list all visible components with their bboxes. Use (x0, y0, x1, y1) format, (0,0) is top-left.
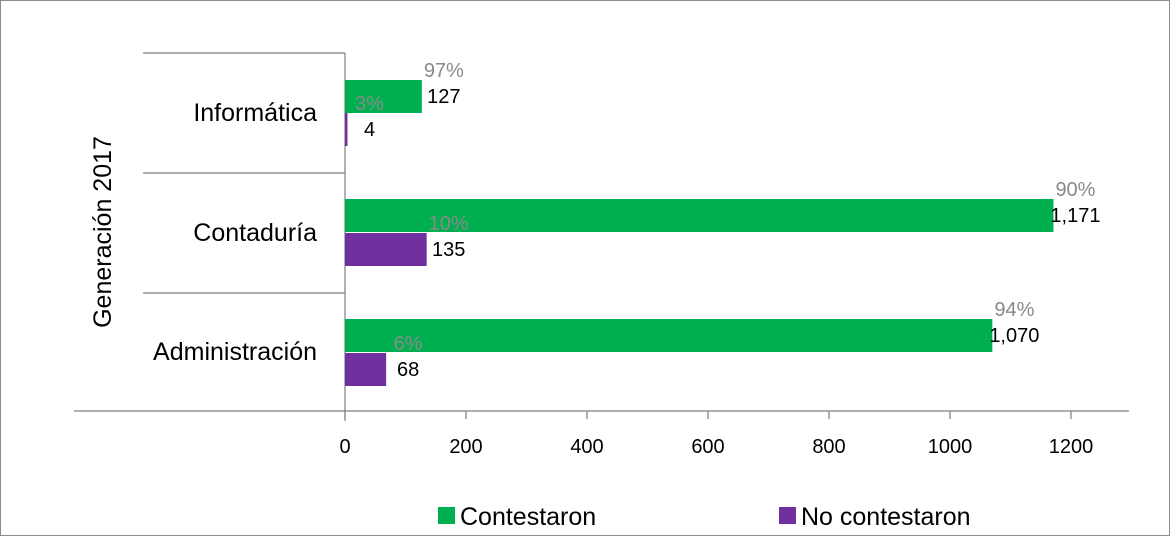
value-label: 4 (364, 119, 375, 141)
x-tick-label: 1000 (928, 436, 973, 458)
labels-layer: 0 200 400 600 800 1000 1200 Generación 2017 Info… (89, 60, 1100, 458)
percent-label: 97% (424, 60, 464, 82)
legend-label: No contestaron (801, 503, 971, 531)
percent-label: 6% (394, 333, 423, 355)
bar-contestaron (345, 80, 422, 113)
value-label: 127 (427, 86, 460, 108)
legend-label: Contestaron (460, 503, 596, 531)
value-label: 1,171 (1050, 205, 1100, 227)
bars-layer (345, 80, 1054, 386)
x-tick-label: 200 (449, 436, 482, 458)
x-tick-label: 600 (691, 436, 724, 458)
bar-contestaron (345, 319, 993, 352)
percent-label: 94% (994, 299, 1034, 321)
value-label: 135 (432, 239, 465, 261)
x-tick-label: 1200 (1049, 436, 1094, 458)
group-axis-label: Generación 2017 (89, 136, 117, 328)
legend: Contestaron No contestaron (438, 503, 971, 531)
x-tick-label: 400 (570, 436, 603, 458)
percent-label: 10% (429, 213, 469, 235)
bar-no-contestaron (345, 233, 427, 266)
value-label: 1,070 (989, 325, 1039, 347)
x-tick-label: 0 (339, 436, 350, 458)
category-label: Administración (153, 338, 317, 366)
x-tick-label: 800 (812, 436, 845, 458)
percent-label: 3% (355, 93, 384, 115)
category-label: Contaduría (193, 219, 317, 247)
legend-swatch (779, 507, 796, 524)
bar-no-contestaron (345, 353, 387, 386)
percent-label: 90% (1055, 179, 1095, 201)
bar-contestaron (345, 199, 1054, 232)
legend-swatch (438, 507, 455, 524)
bar-no-contestaron (345, 113, 348, 146)
category-label: Informática (193, 99, 317, 127)
value-label: 68 (397, 359, 419, 381)
